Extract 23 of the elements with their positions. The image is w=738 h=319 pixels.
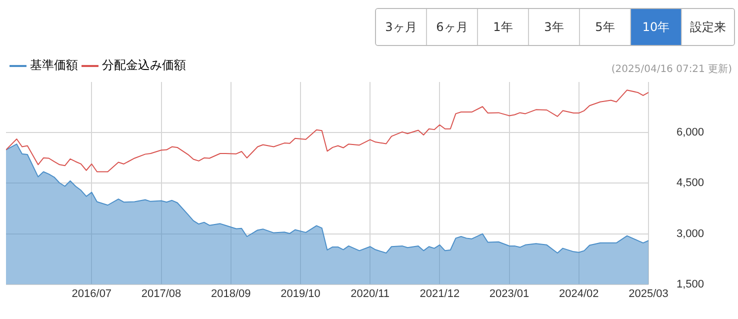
y-tick-label: 1,500 — [676, 278, 704, 290]
text: 3年 — [528, 9, 579, 45]
y-tick-label: 6,000 — [676, 126, 704, 139]
x-tick-label: 2020/11 — [350, 288, 390, 300]
x-tick-label: 2019/10 — [280, 288, 320, 300]
x-tick-label: 2024/02 — [558, 288, 599, 300]
text: 設定来 — [681, 9, 734, 45]
x-tick-label: 2017/08 — [141, 288, 182, 300]
text: (2025/04/16 07:21 更新) — [611, 62, 732, 76]
x-tick-label: 2016/07 — [72, 288, 112, 300]
x-tick-label: 2025/03 — [628, 288, 668, 300]
y-tick-label: 3,000 — [676, 228, 704, 240]
text: 6ヶ月 — [426, 9, 477, 45]
text: 1年 — [477, 9, 528, 45]
legend-label: 分配金込み価額 — [102, 58, 186, 72]
x-tick-label: 2023/01 — [489, 288, 530, 300]
x-tick-label: 2021/12 — [420, 288, 460, 300]
legend-label: 基準価額 — [30, 58, 78, 72]
x-tick-label: 2018/09 — [210, 288, 251, 300]
text: 10年 — [630, 9, 681, 45]
text: 3ヶ月 — [376, 9, 426, 45]
y-tick-label: 4,500 — [676, 177, 704, 190]
text: 5年 — [579, 9, 630, 45]
